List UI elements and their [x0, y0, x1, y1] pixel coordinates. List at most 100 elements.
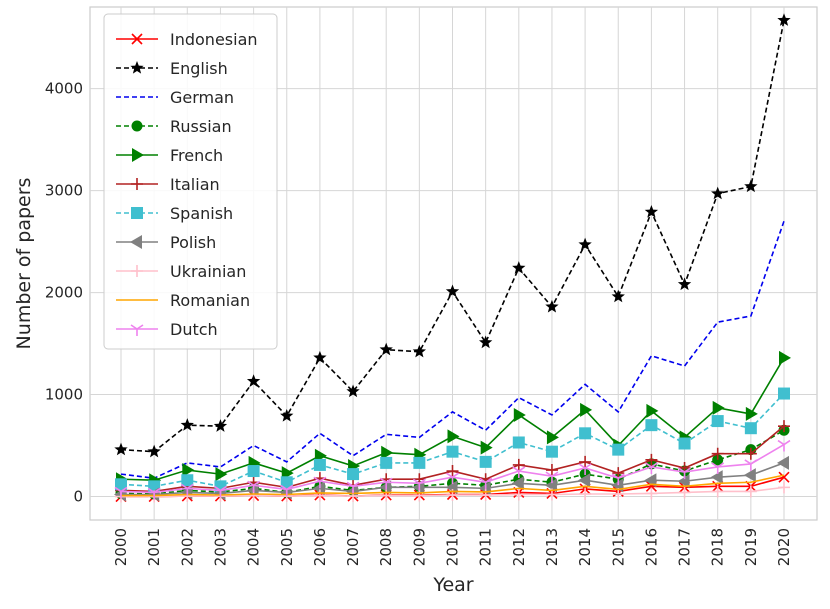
x-tick-label: 2004: [245, 528, 263, 566]
y-tick-label: 1000: [45, 386, 83, 404]
english-point: [346, 384, 360, 398]
english-point: [213, 419, 228, 432]
ukrainian-point: [380, 489, 393, 502]
ukrainian-point: [313, 489, 326, 502]
spanish-point: [512, 436, 525, 449]
italian-point: [645, 453, 658, 466]
ukrainian-point: [711, 485, 724, 498]
english-point: [644, 205, 659, 218]
legend-marker-italian: [131, 178, 143, 190]
dutch-point: [744, 459, 758, 471]
dutch-point: [346, 481, 360, 494]
legend-marker-ukrainian: [131, 265, 143, 277]
ukrainian-point: [413, 489, 426, 502]
english-point: [379, 342, 393, 356]
english-point: [545, 299, 559, 313]
legend-entry-german: German: [116, 88, 234, 107]
spanish-point: [778, 387, 790, 400]
x-tick-label: 2003: [211, 528, 229, 566]
polish-point: [412, 480, 425, 495]
dutch-point: [777, 439, 791, 452]
legend-marker-indonesian: [131, 33, 143, 45]
x-tick-label: 2020: [775, 528, 793, 566]
polish-point: [578, 473, 591, 488]
x-tick-label: 2000: [112, 528, 130, 566]
dutch-point: [578, 463, 592, 475]
series-romanian: [121, 474, 785, 497]
x-tick-label: 2019: [742, 528, 760, 566]
english-point: [777, 13, 791, 26]
polish-point: [346, 484, 359, 499]
spanish-point: [612, 443, 625, 456]
polish-point: [677, 474, 690, 489]
english-point: [180, 418, 194, 431]
legend-label-english: English: [170, 59, 228, 78]
spanish-point: [313, 458, 326, 471]
spanish-point: [115, 478, 127, 491]
french-point: [580, 402, 593, 417]
dutch-point: [446, 472, 459, 485]
legend-label-dutch: Dutch: [170, 320, 218, 339]
spanish-point: [744, 422, 757, 435]
x-tick-label: 2013: [543, 528, 561, 566]
english-point: [677, 277, 692, 291]
legend-label-french: French: [170, 146, 223, 165]
series-french: [116, 350, 791, 488]
legend-entry-romanian: Romanian: [116, 291, 250, 310]
dutch-point: [379, 477, 393, 490]
series-german: [120, 220, 785, 480]
spanish-point: [347, 468, 360, 481]
ukrainian-point: [744, 485, 757, 498]
legend-marker-russian: [131, 120, 143, 132]
spanish-point: [645, 419, 658, 432]
legend-entry-polish: Polish: [116, 233, 216, 252]
legend-marker-polish: [130, 235, 142, 249]
legend-entry-ukrainian: Ukrainian: [116, 262, 246, 281]
spanish-point: [678, 437, 691, 450]
french-point: [646, 403, 659, 418]
french-point: [480, 440, 493, 455]
english-point: [280, 408, 294, 422]
legend-label-polish: Polish: [170, 233, 216, 252]
ukrainian-point: [645, 487, 658, 500]
italian-point: [579, 455, 592, 468]
english-point: [147, 444, 161, 458]
russian-line: [120, 429, 785, 495]
legend-entry-italian: Italian: [116, 175, 220, 194]
dutch-point: [678, 467, 691, 480]
polish-point: [312, 481, 325, 496]
x-tick-label: 2010: [444, 528, 462, 566]
x-tick-label: 2011: [477, 528, 495, 566]
ukrainian-point: [512, 488, 525, 501]
italian-point: [778, 420, 790, 433]
x-tick-label: 2017: [676, 528, 694, 566]
ukrainian-point: [579, 487, 592, 500]
series-spanish: [115, 387, 790, 493]
x-tick-label: 2016: [642, 528, 660, 566]
english-point: [246, 374, 261, 387]
dutch-point: [313, 476, 327, 489]
italian-point: [512, 458, 525, 471]
dutch-point: [280, 484, 294, 497]
english-point: [313, 350, 327, 364]
dutch-point: [479, 477, 493, 490]
y-tick-label: 2000: [45, 284, 83, 302]
legend-entry-dutch: Dutch: [116, 320, 218, 339]
spanish-point: [579, 427, 592, 440]
french-point: [513, 407, 526, 422]
french-point: [215, 467, 228, 482]
italian-point: [711, 447, 724, 460]
x-tick-label: 2012: [510, 528, 528, 566]
dutch-point: [611, 473, 625, 486]
x-tick-label: 2009: [410, 528, 428, 566]
italian-point: [545, 464, 558, 477]
x-tick-label: 2014: [576, 528, 594, 566]
ukrainian-point: [778, 481, 790, 494]
polish-point: [511, 476, 524, 491]
polish-point: [710, 470, 723, 485]
italian-point: [446, 465, 459, 478]
italian-point: [744, 447, 757, 460]
legend-marker-dutch: [130, 324, 144, 336]
legend-entry-indonesian: Indonesian: [116, 30, 258, 49]
legend-label-spanish: Spanish: [170, 204, 233, 223]
